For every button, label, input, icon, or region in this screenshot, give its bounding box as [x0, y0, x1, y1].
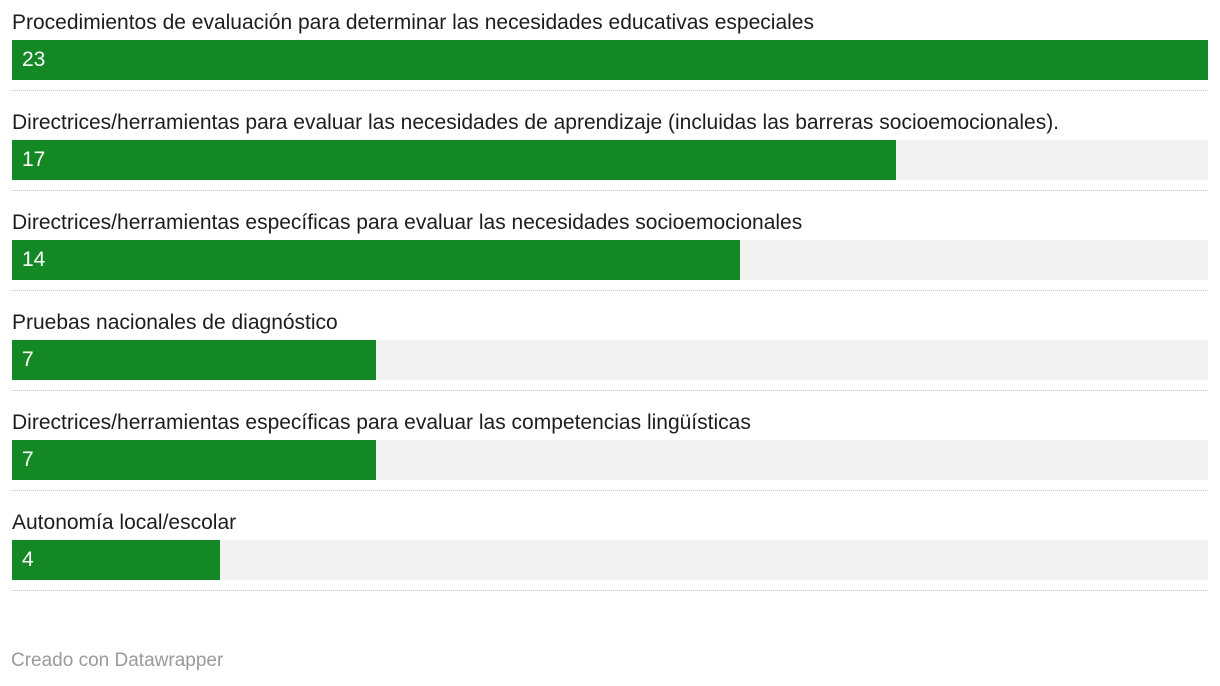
bar [12, 140, 896, 180]
bar-track: 17 [12, 140, 1208, 180]
chart-row: Directrices/herramientas para evaluar la… [12, 100, 1208, 191]
category-label: Autonomía local/escolar [12, 511, 237, 534]
category-label: Procedimientos de evaluación para determ… [12, 11, 814, 34]
bar [12, 540, 220, 580]
datawrapper-credit: Creado con Datawrapper [11, 650, 224, 671]
chart-row: Directrices/herramientas específicas par… [12, 200, 1208, 291]
bar-value-label: 23 [22, 48, 46, 71]
bar [12, 40, 1208, 80]
bar-track: 7 [12, 340, 1208, 380]
bar-chart: Procedimientos de evaluación para determ… [12, 0, 1208, 600]
chart-row: Procedimientos de evaluación para determ… [12, 0, 1208, 91]
category-label: Pruebas nacionales de diagnóstico [12, 311, 338, 334]
bar-value-label: 17 [22, 148, 46, 171]
bar [12, 240, 740, 280]
bar [12, 440, 376, 480]
chart-row: Autonomía local/escolar 4 [12, 500, 1208, 591]
category-label: Directrices/herramientas específicas par… [12, 211, 803, 234]
chart-row: Pruebas nacionales de diagnóstico 7 [12, 300, 1208, 391]
bar-track: 7 [12, 440, 1208, 480]
bar-value-label: 7 [22, 448, 34, 471]
bar-track: 14 [12, 240, 1208, 280]
bar-value-label: 4 [22, 548, 34, 571]
bar-value-label: 14 [22, 248, 46, 271]
category-label: Directrices/herramientas específicas par… [12, 411, 751, 434]
chart-row: Directrices/herramientas específicas par… [12, 400, 1208, 491]
bar-value-label: 7 [22, 348, 34, 371]
bar-track: 23 [12, 40, 1208, 80]
bar-track: 4 [12, 540, 1208, 580]
bar [12, 340, 376, 380]
category-label: Directrices/herramientas para evaluar la… [12, 111, 1060, 134]
